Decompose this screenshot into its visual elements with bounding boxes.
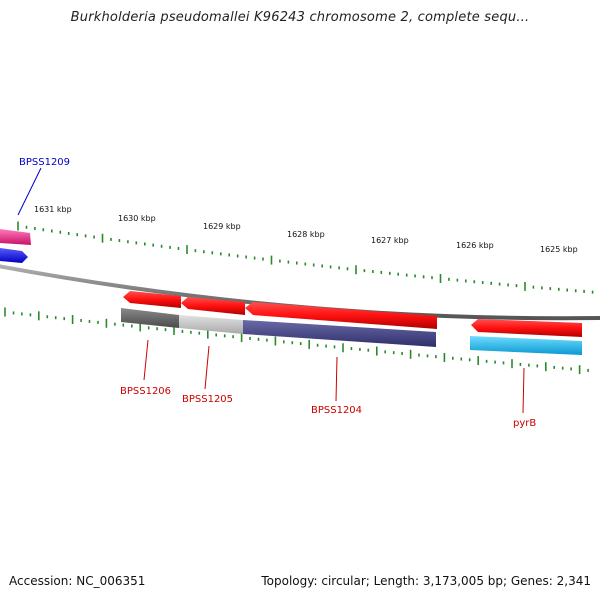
gene-bpss1206-bar[interactable]	[121, 308, 179, 328]
leader-pyrb	[522, 367, 525, 414]
scale-label-1625: 1625 kbp	[540, 245, 578, 254]
scale-label-1627: 1627 kbp	[371, 236, 409, 245]
scale-label-1629: 1629 kbp	[203, 222, 241, 231]
gene-label-bpss1209[interactable]: BPSS1209	[19, 157, 70, 168]
leader-bpss1205	[204, 345, 210, 390]
leader-bpss1206	[143, 339, 149, 381]
gene-bpss1206-arrow[interactable]	[123, 291, 181, 308]
gene-bpss1209-blue-feature[interactable]	[0, 248, 28, 263]
scale-label-1631: 1631 kbp	[34, 205, 72, 214]
gene-pyrb-bar[interactable]	[470, 336, 582, 355]
scale-ticks-outer	[17, 221, 594, 294]
gene-label-pyrb[interactable]: pyrB	[513, 418, 536, 429]
map-title: Burkholderia pseudomallei K96243 chromos…	[70, 10, 530, 25]
gene-bpss1209-feature[interactable]	[0, 229, 31, 245]
scale-label-1626: 1626 kbp	[456, 241, 494, 250]
scale-label-1630: 1630 kbp	[118, 214, 156, 223]
leader-bpss1204	[335, 356, 338, 402]
gene-bpss1204-arrow[interactable]	[245, 302, 437, 329]
gene-label-bpss1206[interactable]: BPSS1206	[120, 386, 171, 397]
scale-label-1628: 1628 kbp	[287, 230, 325, 239]
scale-ticks-inner	[4, 307, 589, 375]
gene-bpss1204-bar[interactable]	[243, 320, 436, 347]
gene-bpss1205-arrow[interactable]	[181, 297, 245, 315]
gene-pyrb-arrow[interactable]	[471, 319, 582, 337]
leader-bpss1209	[17, 167, 42, 216]
gene-label-bpss1204[interactable]: BPSS1204	[311, 405, 362, 416]
gene-label-bpss1205[interactable]: BPSS1205	[182, 394, 233, 405]
gene-bpss1205-bar[interactable]	[179, 315, 243, 334]
accession-text: Accession: NC_006351	[9, 574, 146, 588]
topology-text: Topology: circular; Length: 3,173,005 bp…	[261, 574, 591, 588]
